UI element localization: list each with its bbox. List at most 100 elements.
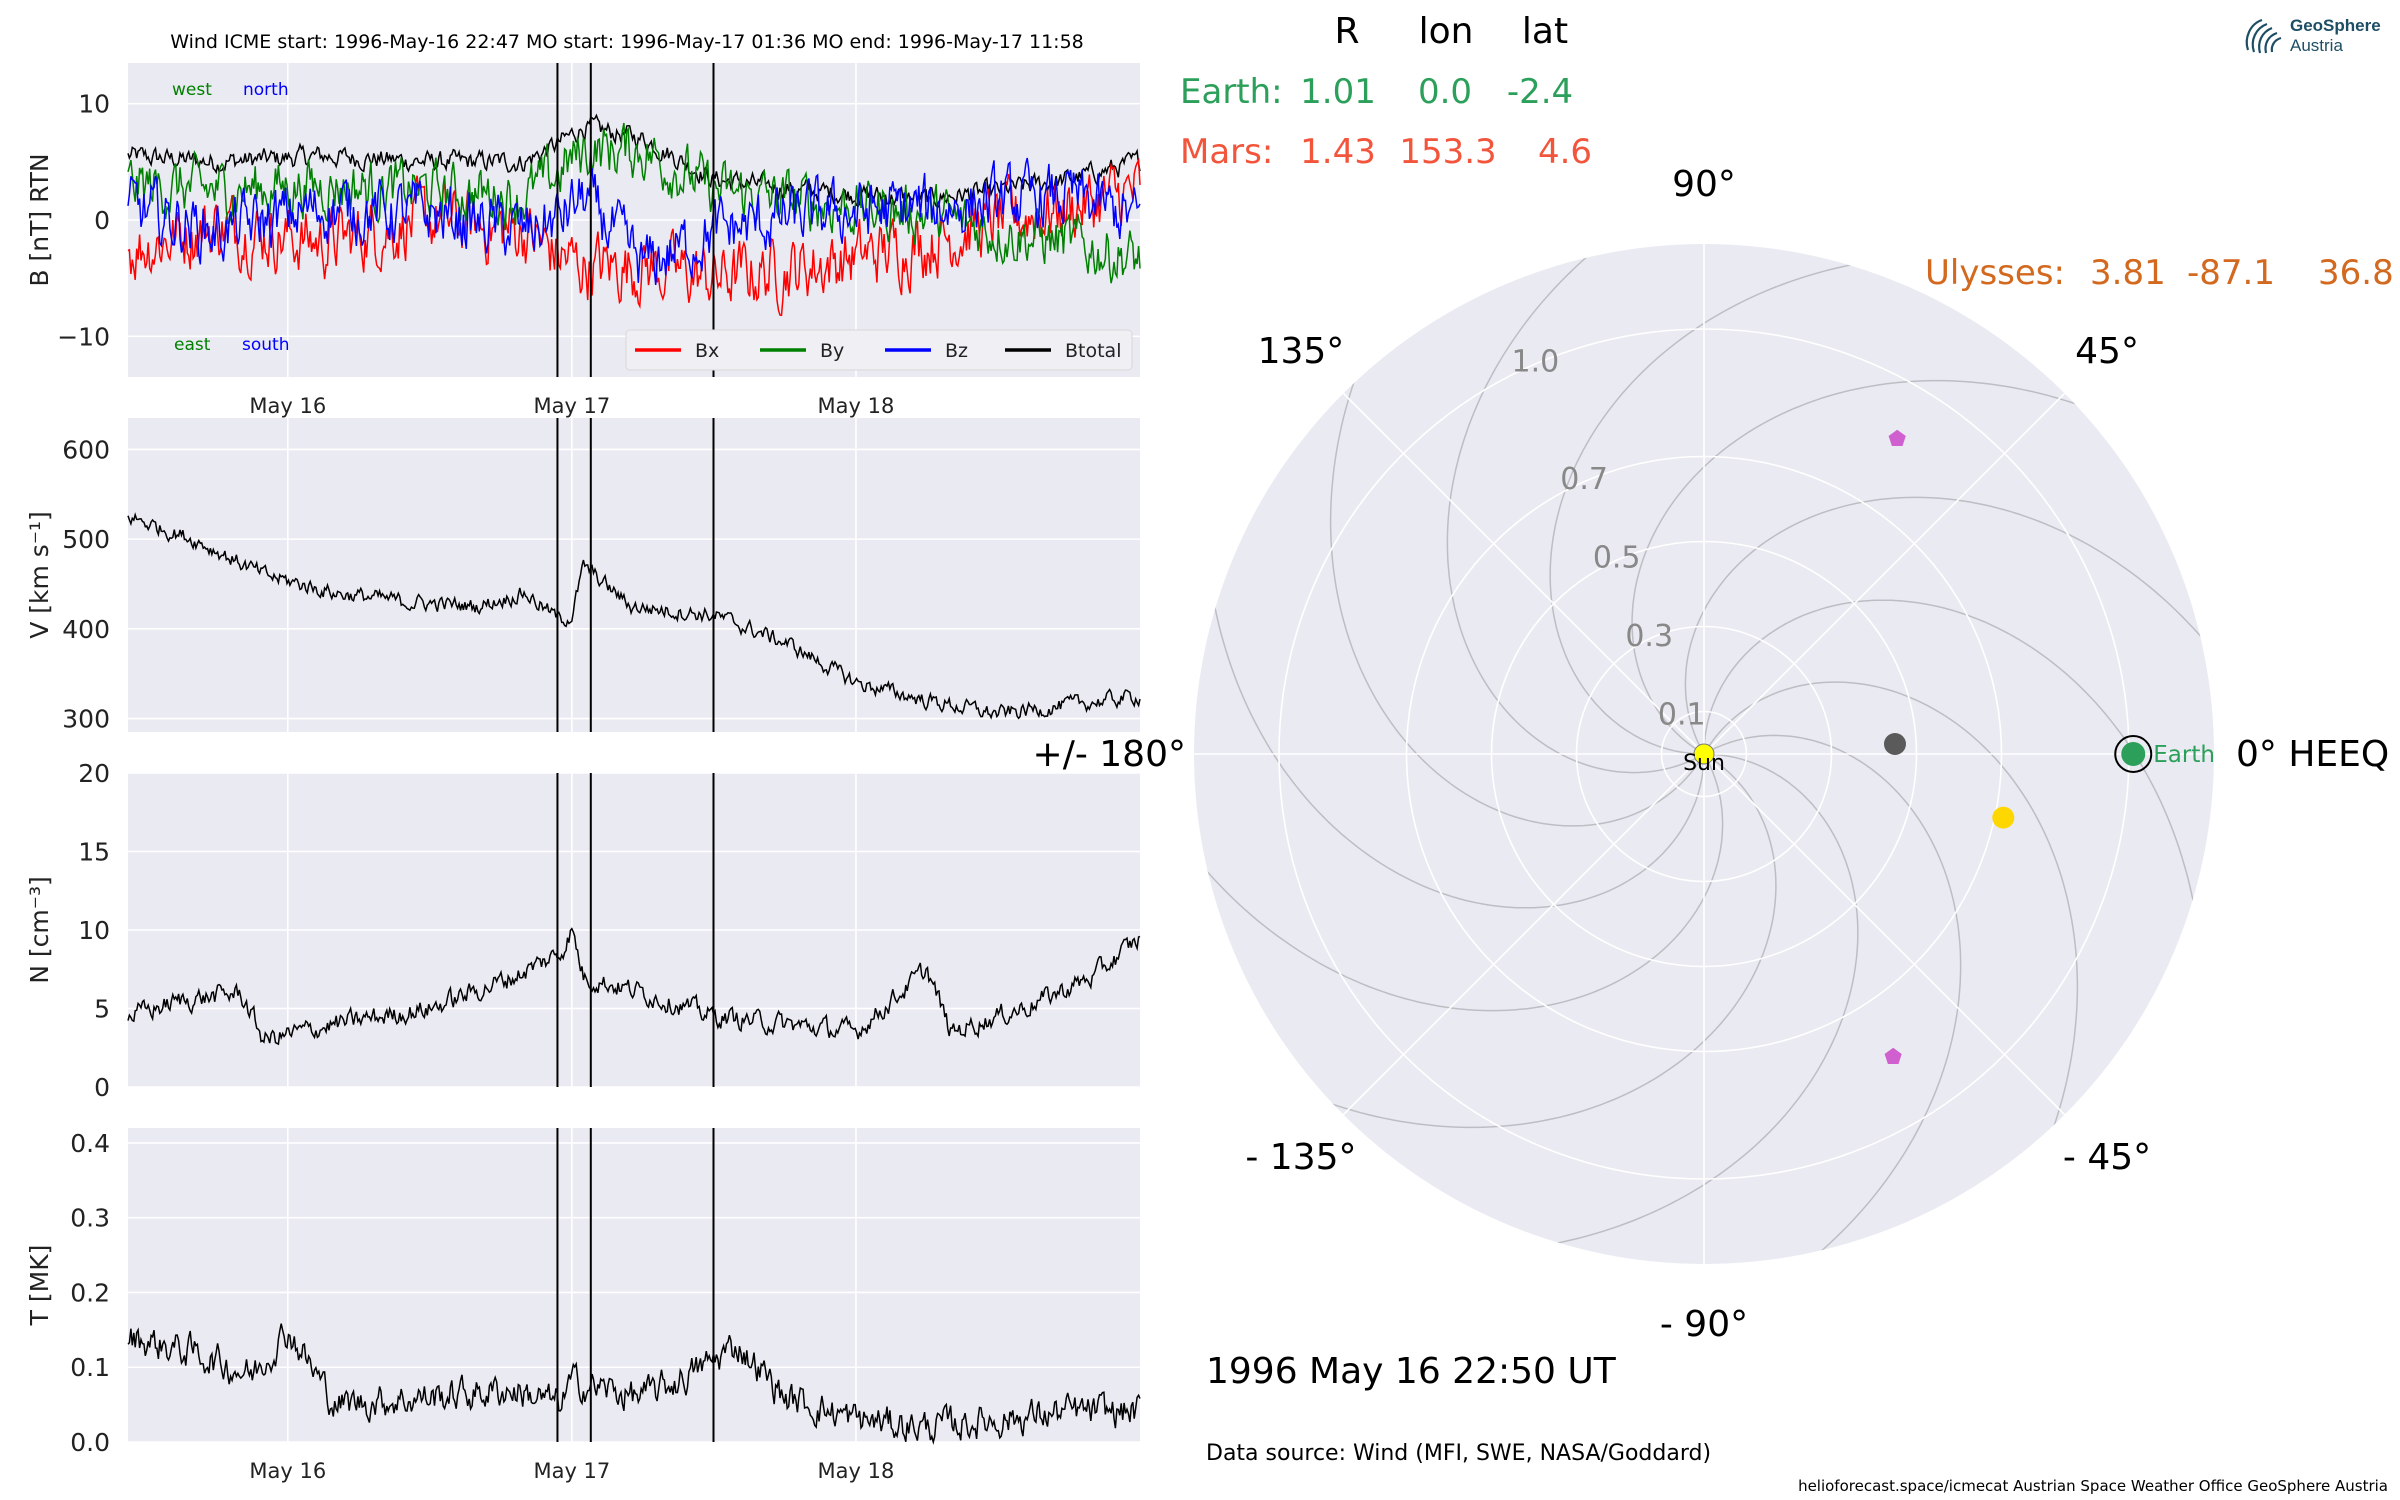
agrid-315 xyxy=(1703,753,2066,1116)
table-header-lat: lat xyxy=(1522,11,1568,52)
spiral-6 xyxy=(1549,254,2080,755)
credit-label: helioforecast.space/icmecat Austrian Spa… xyxy=(1798,1477,2388,1495)
mars-row-lat: 4.6 xyxy=(1538,132,1592,172)
body-earth-ring xyxy=(2114,735,2153,773)
ytick-N-0: 0 xyxy=(94,1073,110,1102)
ytick-B-2: 10 xyxy=(78,90,110,119)
panel-N: 0 5 10 15 20 N [cm⁻³] xyxy=(25,759,1141,1102)
mars-row-label: Mars: xyxy=(1180,132,1273,172)
legend-label-By: By xyxy=(820,340,844,362)
rtick-1: 0.3 xyxy=(1625,619,1673,654)
angle-label-4: 0° HEEQ xyxy=(2236,734,2389,775)
angle-label-7: - 90° xyxy=(1660,1304,1748,1345)
xtick-0: May 16 xyxy=(249,1459,326,1483)
body-spacecraft-upper xyxy=(1888,429,1906,446)
agrid-225 xyxy=(1342,753,1705,1116)
agrid-45 xyxy=(1703,392,2066,755)
rtick-2: 0.5 xyxy=(1593,541,1641,576)
ulysses-row-lon: -87.1 xyxy=(2187,253,2275,293)
annot-south: south xyxy=(242,335,289,355)
body-sun-label: Sun xyxy=(1683,751,1725,776)
ytick-N-1: 5 xyxy=(94,995,110,1024)
logo-text-line1: GeoSphere xyxy=(2290,16,2381,35)
ylabel-T: T [MK] xyxy=(25,1245,54,1327)
rtick-4: 1.0 xyxy=(1512,344,1560,379)
series-B-Bx xyxy=(127,158,1141,317)
ytick-V-0: 300 xyxy=(62,705,110,734)
xtick-2: May 18 xyxy=(818,1459,895,1483)
panel-bg-V xyxy=(128,418,1140,732)
data-source-label: Data source: Wind (MFI, SWE, NASA/Goddar… xyxy=(1206,1441,1711,1466)
polar-plot: 0.1 0.3 0.5 0.7 1.0 90° 135° 45° +/- 180° 0° HEEQ… xyxy=(1033,164,2390,1345)
table-header-r: R xyxy=(1334,11,1359,52)
ytick-N-3: 15 xyxy=(78,838,110,867)
ytick-T-4: 0.4 xyxy=(70,1129,110,1158)
xtick-0: May 16 xyxy=(249,394,326,418)
earth-row-lat: -2.4 xyxy=(1507,72,1573,112)
series-V-V xyxy=(127,512,1141,720)
panel-T: 0.0 0.1 0.2 0.3 0.4 T [MK] May 16 May 17 May 18 xyxy=(25,1128,1141,1483)
ytick-V-2: 500 xyxy=(62,525,110,554)
mars-row-lon: 153.3 xyxy=(1399,132,1496,172)
xtick-1: May 17 xyxy=(533,394,610,418)
spiral-9 xyxy=(1204,378,1705,909)
table-header-lon: lon xyxy=(1419,11,1474,52)
geosphere-swirl-icon xyxy=(2245,18,2282,54)
annot-west: west xyxy=(172,80,212,100)
ylabel-B: B [nT] RTN xyxy=(25,153,54,286)
ytick-N-2: 10 xyxy=(78,916,110,945)
mars-row-r: 1.43 xyxy=(1300,132,1376,172)
geosphere-logo: GeoSphere Austria xyxy=(2240,12,2390,64)
angle-label-3: +/- 180° xyxy=(1033,734,1186,775)
ulysses-row-r: 3.81 xyxy=(2090,253,2166,293)
xtick-2: May 18 xyxy=(818,394,895,418)
earth-row-lon: 0.0 xyxy=(1418,72,1472,112)
body-gold-body xyxy=(1992,806,2015,829)
ytick-T-1: 0.1 xyxy=(70,1353,110,1382)
ytick-T-2: 0.2 xyxy=(70,1278,110,1307)
body-earth xyxy=(2121,742,2146,766)
ytick-B-1: 0 xyxy=(94,206,110,235)
earth-row-label: Earth: xyxy=(1180,72,1283,112)
body-earth-label: Earth xyxy=(2153,742,2215,768)
ulysses-row-lat: 36.8 xyxy=(2318,253,2394,293)
timestamp-label: 1996 May 16 22:50 UT xyxy=(1206,1351,1617,1392)
ytick-N-4: 20 xyxy=(78,759,110,788)
angle-label-6: - 45° xyxy=(2063,1137,2151,1178)
body-spacecraft-lower xyxy=(1884,1047,1902,1064)
time-series-panels: −10 0 10 B [nT] RTN west north east south Bx By Bz… xyxy=(25,63,1141,1483)
ytick-B-0: −10 xyxy=(57,322,110,351)
ytick-V-3: 600 xyxy=(62,435,110,464)
annot-east: east xyxy=(174,335,211,355)
series-T-T xyxy=(127,1323,1141,1445)
ytick-T-3: 0.3 xyxy=(70,1204,110,1233)
rtick-3: 0.7 xyxy=(1560,462,1608,497)
series-N-N xyxy=(127,927,1141,1046)
legend-label-Bx: Bx xyxy=(695,340,719,362)
panel-B: −10 0 10 B [nT] RTN west north east south Bx By Bz… xyxy=(25,63,1141,418)
panel-V: 300 400 500 600 V [km s⁻¹] xyxy=(25,418,1141,734)
ylabel-N: N [cm⁻³] xyxy=(25,876,54,983)
legend-box xyxy=(625,329,1133,371)
earth-row-r: 1.01 xyxy=(1300,72,1376,112)
body-gray-body xyxy=(1883,732,1906,755)
event-header: Wind ICME start: 1996-May-16 22:47 MO st… xyxy=(170,31,1084,53)
xtick-1: May 17 xyxy=(533,1459,610,1483)
legend-label-Btotal: Btotal xyxy=(1065,340,1121,362)
annot-north: north xyxy=(243,80,289,100)
angle-label-1: 135° xyxy=(1258,331,1345,372)
ytick-V-1: 400 xyxy=(62,615,110,644)
ytick-T-0: 0.0 xyxy=(70,1428,110,1457)
angle-label-0: 90° xyxy=(1672,164,1736,205)
body-sun xyxy=(1693,743,1715,765)
logo-text-line2: Austria xyxy=(2290,36,2343,55)
rtick-0: 0.1 xyxy=(1658,698,1706,733)
legend: Bx By Bz Btotal xyxy=(625,329,1133,371)
legend-label-Bz: Bz xyxy=(945,340,968,362)
ylabel-V: V [km s⁻¹] xyxy=(25,511,54,639)
agrid-135 xyxy=(1342,392,1705,755)
spiral-3 xyxy=(1703,599,2204,1130)
spiral-0 xyxy=(1328,753,1859,1254)
ulysses-row-label: Ulysses: xyxy=(1925,253,2065,293)
